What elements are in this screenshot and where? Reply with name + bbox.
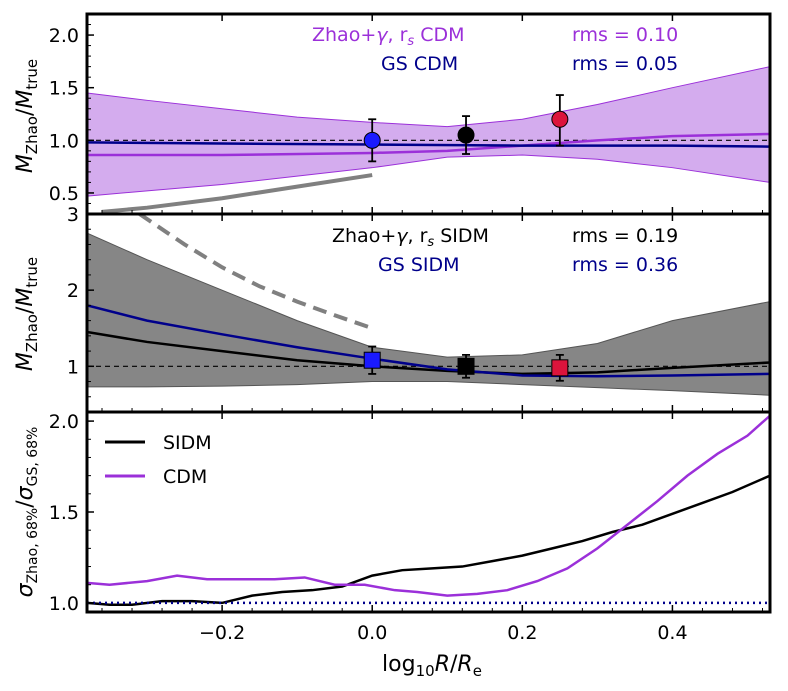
xlabel: log10R/Re: [382, 652, 482, 680]
data-point-middle-1: [457, 353, 475, 379]
ytick-label-middle: 1: [67, 356, 79, 378]
ylabel-bottom: σZhao, 68%/σGS, 68%: [13, 427, 41, 598]
ytick-label-top: 2.0: [49, 25, 79, 47]
annot-rms-zhao-sidm: rms = 0.19: [572, 225, 678, 247]
marker-circle: [551, 110, 569, 128]
ytick-label-top: 0.5: [49, 183, 79, 205]
legend-label-sidm: SIDM: [163, 432, 212, 454]
marker-square: [363, 351, 381, 369]
annot-zhao-cdm: Zhao+γ, rs CDM: [312, 24, 465, 49]
series-bottom-cdm: [87, 414, 770, 597]
series-top-zhao-cdm: [87, 132, 770, 157]
ytick-label-bottom: 2.0: [49, 411, 79, 433]
band-top: [87, 66, 770, 197]
ytick-label-top: 1.5: [49, 78, 79, 100]
annot-rms-gs-cdm: rms = 0.05: [572, 53, 678, 75]
panel-top: 0.5 1.0 1.5 2.0: [49, 12, 772, 216]
panel-bottom: 1.0 1.5 2.0 −0.2 0.0 0.2 0.4 SIDM CDM: [49, 410, 772, 644]
data-point-middle-2: [551, 353, 569, 382]
series-bottom-sidm: [87, 474, 770, 606]
ylabel-top: MZhao/Mtrue: [13, 59, 41, 173]
marker-square: [457, 357, 475, 375]
annot-zhao-sidm: Zhao+γ, rs SIDM: [332, 225, 489, 250]
marker-circle: [457, 126, 475, 144]
plot-area-top: [87, 66, 770, 214]
data-point-top-0: [363, 118, 381, 163]
xtick-label: 0.2: [507, 622, 537, 644]
data-point-top-1: [457, 115, 475, 155]
annot-rms-zhao-cdm: rms = 0.10: [572, 24, 678, 46]
series-top-gs-cdm: [87, 141, 770, 148]
ytick-label-middle: 3: [67, 204, 79, 226]
marker-square: [551, 359, 569, 377]
ytick-label-bottom: 1.5: [49, 502, 79, 524]
plot-area-middle: [87, 214, 770, 396]
top-annotations: Zhao+γ, rs CDM rms = 0.10 GS CDM rms = 0…: [312, 24, 678, 75]
marker-circle: [363, 131, 381, 149]
series-middle-zhao-sidm: [87, 330, 770, 376]
xtick-label: −0.2: [199, 622, 245, 644]
legend-label-cdm: CDM: [163, 466, 207, 488]
annot-gs-cdm: GS CDM: [381, 53, 458, 75]
frame-bottom: [85, 410, 772, 614]
legend: SIDM CDM: [105, 432, 212, 488]
series-middle-gs-sidm: [87, 304, 770, 378]
annot-rms-gs-sidm: rms = 0.36: [572, 254, 678, 276]
series-middle-grey-dashed-guide: [138, 214, 373, 331]
ytick-label-middle: 2: [67, 280, 79, 302]
data-point-top-2: [551, 94, 569, 147]
xtick-label: 0.4: [657, 622, 687, 644]
xtick-label: 0.0: [357, 622, 387, 644]
data-point-middle-0: [363, 345, 381, 375]
ylabel-middle: MZhao/Mtrue: [13, 257, 41, 371]
annot-gs-sidm: GS SIDM: [378, 254, 460, 276]
ytick-label-top: 1.0: [49, 130, 79, 152]
panel-middle: 1 2 3: [67, 204, 772, 414]
middle-annotations: Zhao+γ, rs SIDM rms = 0.19 GS SIDM rms =…: [332, 225, 678, 276]
ytick-label-bottom: 1.0: [49, 593, 79, 615]
plot-area-bottom: [87, 414, 770, 606]
series-top-grey-guide: [101, 173, 373, 214]
